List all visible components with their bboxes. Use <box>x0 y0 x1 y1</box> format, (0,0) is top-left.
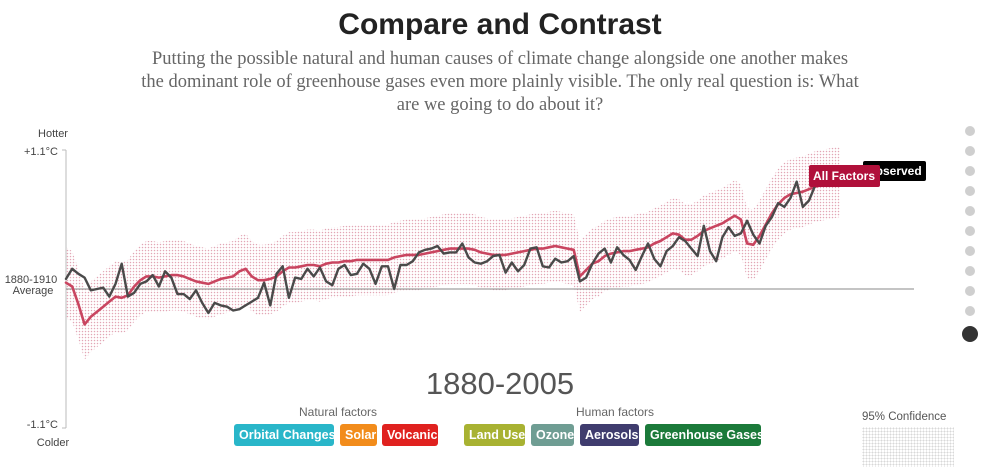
series-line-all-factors <box>64 180 842 326</box>
solar-button[interactable]: Solar <box>340 424 377 446</box>
y-label-baseline-years: 1880-1910 <box>5 274 58 286</box>
nav-dot[interactable] <box>965 286 975 296</box>
nav-dot[interactable] <box>965 306 975 316</box>
year-range-label: 1880-2005 <box>425 366 575 401</box>
series-line-observed <box>64 176 842 315</box>
nav-dot[interactable] <box>965 266 975 276</box>
nav-dot[interactable] <box>965 226 975 236</box>
legend-natural-title: Natural factors <box>299 405 378 419</box>
y-tick-label-top: +1.1°C <box>24 146 58 158</box>
confidence-legend-title: 95% Confidence <box>862 411 947 423</box>
nav-dot[interactable] <box>965 186 975 196</box>
nav-dot[interactable] <box>965 246 975 256</box>
y-label-hotter: Hotter <box>38 128 68 140</box>
ozone-button[interactable]: Ozone <box>531 424 574 446</box>
greenhouse-gases-button[interactable]: Greenhouse Gases <box>645 424 764 446</box>
page-title: Compare and Contrast <box>338 8 662 41</box>
aerosols-button[interactable]: Aerosols <box>580 424 639 446</box>
nav-dot[interactable] <box>965 206 975 216</box>
nav-dot[interactable] <box>962 326 978 342</box>
label-all-factors-text: All Factors <box>813 169 875 183</box>
y-label-baseline-average: Average <box>13 285 54 297</box>
volcanic-button[interactable]: Volcanic <box>382 424 438 446</box>
legend-human-title: Human factors <box>576 405 655 419</box>
y-label-colder: Colder <box>37 437 70 449</box>
label-observed-text: Observed <box>866 164 921 178</box>
y-tick-label-bottom: -1.1°C <box>27 419 58 431</box>
legend-buttons: Orbital Changes Solar Volcanic Land Use … <box>0 424 989 448</box>
nav-dot[interactable] <box>965 126 975 136</box>
confidence-legend-swatch <box>862 427 954 467</box>
page-subtitle: Putting the possible natural and human c… <box>141 49 859 115</box>
land-use-button[interactable]: Land Use <box>464 424 525 446</box>
nav-dot[interactable] <box>965 166 975 176</box>
orbital-changes-button[interactable]: Orbital Changes <box>234 424 336 446</box>
label-all-factors: All Factors <box>809 165 880 187</box>
nav-dot[interactable] <box>965 146 975 156</box>
